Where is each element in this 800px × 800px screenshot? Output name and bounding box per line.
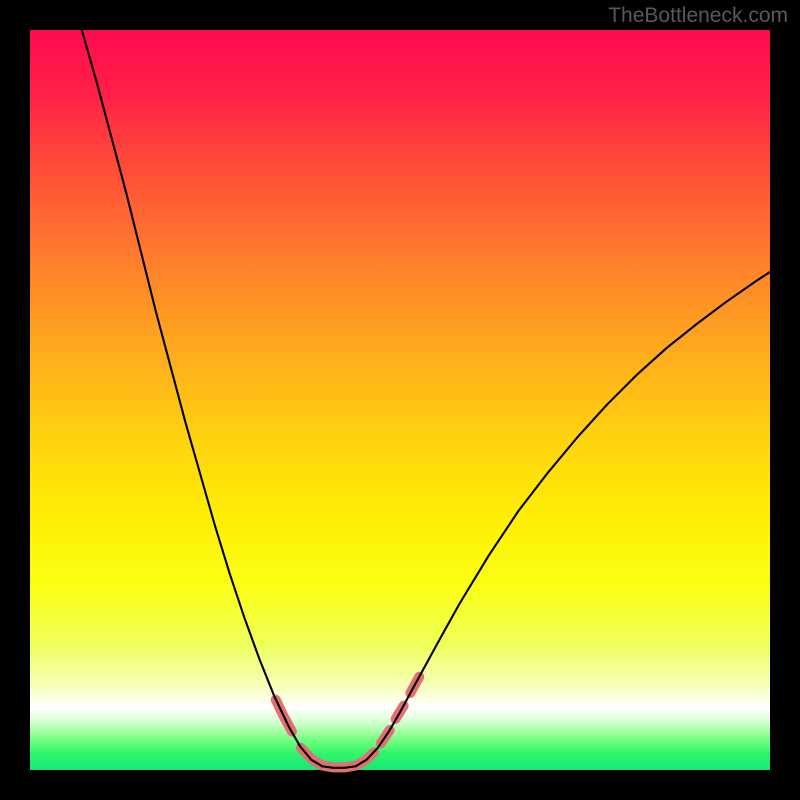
watermark-label: TheBottleneck.com <box>608 4 788 28</box>
bottleneck-chart <box>0 0 800 800</box>
plot-background <box>30 30 770 770</box>
